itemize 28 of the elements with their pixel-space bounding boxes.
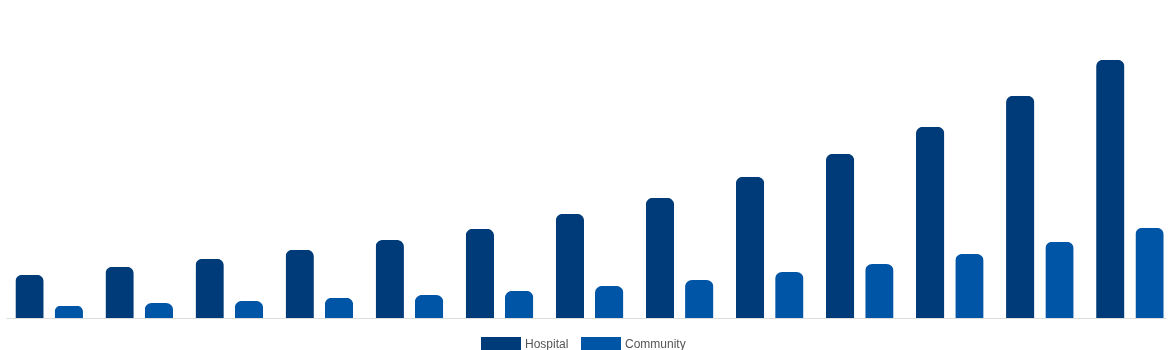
bar <box>685 280 714 318</box>
bar <box>414 295 444 318</box>
bar <box>15 274 44 318</box>
bar <box>1006 95 1035 318</box>
bar <box>865 264 894 318</box>
bar <box>915 126 945 318</box>
bar <box>234 300 264 318</box>
bar <box>105 266 134 318</box>
bar <box>324 297 354 318</box>
bar <box>465 228 495 318</box>
bar <box>375 239 404 318</box>
bar <box>825 153 855 318</box>
bar <box>775 272 804 318</box>
bar <box>1096 59 1125 318</box>
bar <box>955 253 984 318</box>
bar <box>195 258 224 318</box>
bar <box>645 197 675 318</box>
bar <box>1135 227 1164 318</box>
legend-label: Hospital <box>525 337 569 350</box>
bar <box>144 303 174 318</box>
bar <box>595 285 624 318</box>
bar <box>54 305 83 318</box>
bar <box>285 249 314 318</box>
legend-label: Community <box>625 337 686 350</box>
bar <box>555 213 585 318</box>
bar <box>1045 241 1074 318</box>
bar <box>504 290 534 318</box>
bar <box>735 176 765 318</box>
